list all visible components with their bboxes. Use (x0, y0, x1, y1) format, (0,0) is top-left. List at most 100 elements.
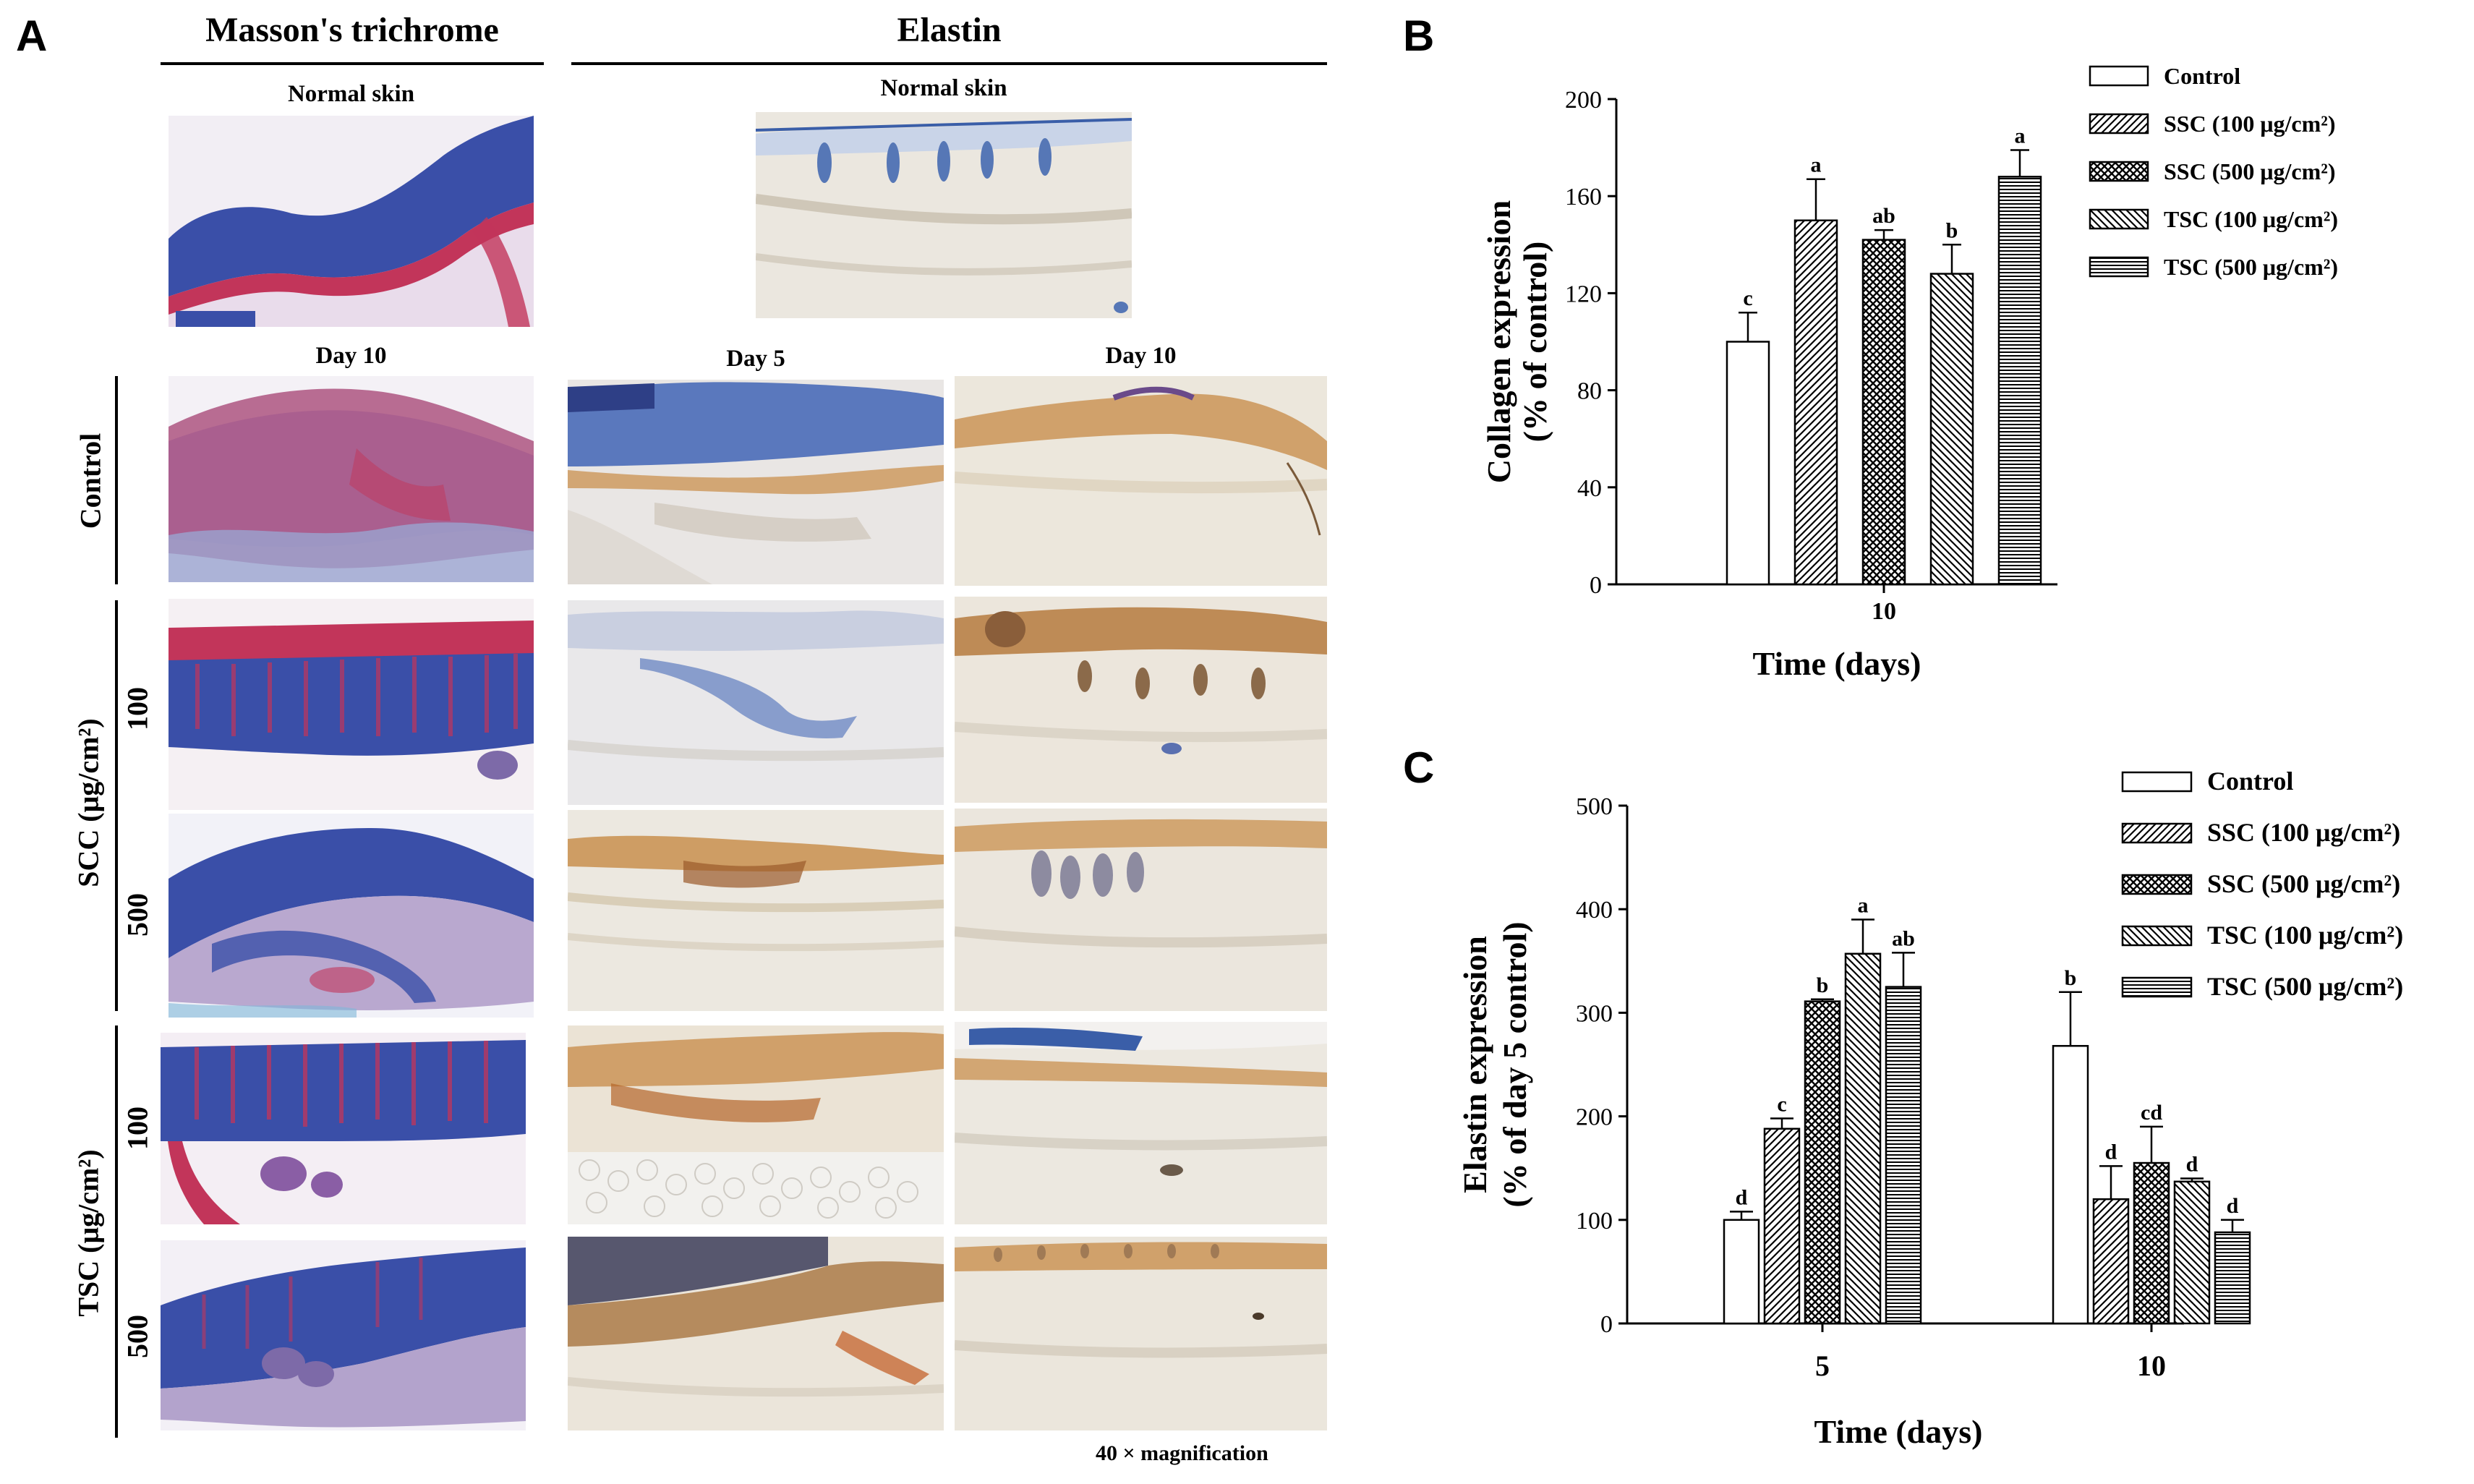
bar (1726, 341, 1770, 586)
x-tick-label: 10 (1872, 598, 1896, 625)
label-normal-skin-masson: Normal skin (287, 81, 415, 107)
legend-swatch (2089, 113, 2149, 135)
legend-swatch (2121, 771, 2193, 793)
legend-swatch (2089, 65, 2149, 87)
image-elastin-ssc500-day10 (955, 809, 1327, 1011)
image-elastin-tsc500-day10 (955, 1237, 1327, 1430)
bar (1929, 273, 1974, 586)
y-tick-label: 400 (1576, 897, 1613, 924)
y-axis-label-line: Collagen expression (1480, 200, 1517, 483)
y-tick-label: 80 (1577, 378, 1602, 405)
significance-letter: b (1946, 218, 1958, 242)
legend-label: Control (2207, 767, 2293, 796)
significance-letter: c (1777, 1092, 1786, 1116)
image-elastin-ssc100-day5 (568, 600, 944, 805)
image-masson-ssc-100 (169, 599, 534, 810)
x-axis-label: Time (days) (1753, 645, 1921, 682)
y-tick-label: 100 (1576, 1208, 1613, 1234)
legend-swatch (2089, 256, 2149, 278)
legend-swatch (2121, 822, 2193, 844)
legend-swatch (2089, 208, 2149, 230)
legend-label: Control (2164, 63, 2240, 89)
y-axis-label-line: Elastin expression (1456, 936, 1493, 1193)
image-elastin-control-day10 (955, 376, 1327, 586)
y-tick-label: 500 (1576, 793, 1613, 820)
panel-letter-b: B (1403, 12, 1435, 60)
y-tick-label: 40 (1577, 475, 1602, 502)
significance-letter: d (2186, 1153, 2198, 1177)
header-masson-rule (161, 62, 544, 65)
y-tick-label: 0 (1600, 1311, 1613, 1338)
bar (1885, 986, 1922, 1325)
y-tick-label: 300 (1576, 1000, 1613, 1027)
legend-label: SSC (100 μg/cm²) (2164, 111, 2336, 137)
x-tick-label: 10 (2137, 1349, 2166, 1382)
group-rule-ssc (115, 600, 118, 1011)
bar (2214, 1231, 2251, 1325)
y-tick-label: 200 (1565, 87, 1602, 114)
significance-letter: a (1858, 894, 1869, 918)
legend-label: TSC (500 μg/cm²) (2207, 972, 2403, 1001)
legend-label: TSC (100 μg/cm²) (2207, 921, 2403, 950)
significance-letter: ab (1872, 204, 1895, 228)
image-masson-tsc-100 (161, 1033, 526, 1224)
significance-letter: cd (2141, 1101, 2162, 1125)
label-normal-skin-elastin: Normal skin (880, 75, 1007, 101)
bar (2133, 1161, 2170, 1325)
image-masson-ssc-500 (169, 814, 534, 1018)
legend-label: SSC (100 μg/cm²) (2207, 818, 2400, 847)
y-axis-label-line: (% of control) (1517, 242, 1553, 443)
x-tick-label: 5 (1815, 1349, 1830, 1382)
image-elastin-tsc100-day5 (568, 1025, 944, 1224)
significance-letter: d (2227, 1194, 2239, 1218)
y-axis-label-line: (% of day 5 control) (1496, 921, 1533, 1207)
legend-label: SSC (500 μg/cm²) (2207, 869, 2400, 898)
dose-label-tsc-500: 500 (121, 1315, 154, 1358)
y-tick-label: 200 (1576, 1104, 1613, 1131)
bar (2052, 1044, 2089, 1325)
legend-swatch (2089, 161, 2149, 182)
label-day10-masson: Day 10 (315, 343, 387, 369)
header-elastin: Elastin (897, 11, 1002, 49)
row-label-control: Control (74, 432, 107, 529)
legend-swatch (2121, 976, 2193, 998)
image-elastin-normal-skin (756, 112, 1132, 318)
collagen-expression-chart: 0 40 80 120 160 200 Collagen expression (% of c… (1480, 63, 2338, 682)
significance-letter: b (1817, 973, 1829, 997)
group-rule-tsc (115, 1025, 118, 1438)
significance-letter: a (1811, 153, 1822, 177)
dose-label-tsc-100: 100 (121, 1106, 154, 1150)
y-tick-label: 120 (1565, 281, 1602, 307)
bar (1844, 952, 1882, 1325)
image-masson-tsc-500 (161, 1240, 526, 1430)
dose-label-ssc-100: 100 (121, 687, 154, 730)
x-axis-label: Time (days) (1814, 1413, 1983, 1450)
image-elastin-ssc100-day10 (955, 597, 1327, 803)
legend-label: TSC (500 μg/cm²) (2164, 254, 2338, 280)
panel-letter-c: C (1403, 743, 1435, 792)
image-elastin-tsc500-day5 (568, 1237, 944, 1430)
bar (1997, 176, 2042, 586)
magnification-note: 40 × magnification (1096, 1441, 1268, 1465)
significance-letter: d (1736, 1185, 1748, 1209)
group-label-tsc: TSC (μg/cm²) (72, 1149, 105, 1317)
bar (1804, 1000, 1841, 1325)
significance-letter: c (1743, 286, 1752, 310)
row-rule-control (115, 376, 118, 584)
bar (1723, 1219, 1760, 1325)
legend-swatch (2121, 925, 2193, 947)
panel-letter-a: A (16, 12, 48, 60)
bar (1763, 1127, 1801, 1325)
image-masson-normal-skin (169, 116, 534, 327)
image-elastin-tsc100-day10 (955, 1022, 1327, 1224)
bar (2173, 1180, 2211, 1325)
bar (1793, 219, 1838, 586)
bar (2092, 1198, 2130, 1325)
image-elastin-ssc500-day5 (568, 810, 944, 1011)
legend-label: SSC (500 μg/cm²) (2164, 158, 2336, 184)
image-masson-control (169, 376, 534, 582)
bar (1861, 239, 1906, 586)
group-label-ssc: SCC (μg/cm²) (72, 718, 105, 887)
image-elastin-control-day5 (568, 380, 944, 584)
header-masson-trichrome: Masson's trichrome (205, 11, 499, 49)
